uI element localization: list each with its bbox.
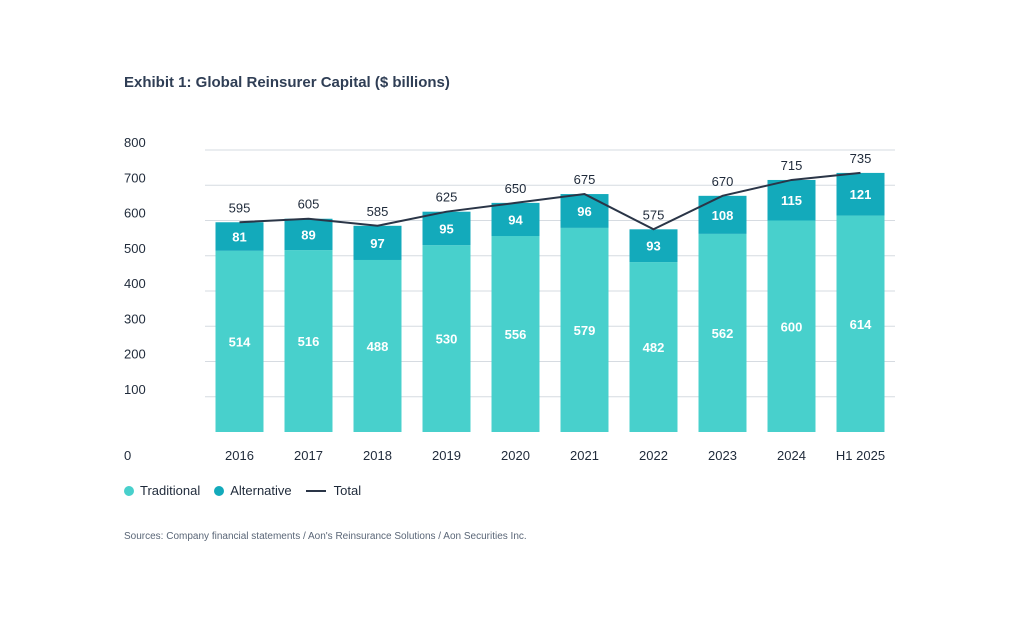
x-tick-label: 2020 — [501, 448, 530, 463]
data-label-traditional: 556 — [505, 327, 527, 342]
data-label-total: 585 — [367, 204, 389, 219]
y-tick-label: 400 — [124, 276, 146, 291]
data-label-total: 605 — [298, 197, 320, 212]
bar-traditional — [353, 259, 402, 432]
data-label-total: 595 — [229, 200, 251, 215]
x-tick-label: 2024 — [777, 448, 806, 463]
data-label-total: 715 — [781, 158, 803, 173]
legend-item-alternative: Alternative — [214, 483, 292, 498]
data-label-total: 675 — [574, 172, 596, 187]
data-label-alternative: 94 — [508, 212, 523, 227]
bar-alternative — [491, 202, 540, 237]
bar-traditional — [422, 245, 471, 432]
source-note: Sources: Company financial statements / … — [124, 531, 527, 542]
x-tick-label: 2018 — [363, 448, 392, 463]
bar-alternative — [629, 229, 678, 263]
data-label-total: 650 — [505, 181, 527, 196]
data-label-traditional: 488 — [367, 339, 389, 354]
x-tick-label: 2019 — [432, 448, 461, 463]
y-tick-label: 600 — [124, 206, 146, 221]
bar-alternative — [353, 225, 402, 260]
bar-alternative — [560, 194, 609, 228]
data-label-total: 670 — [712, 174, 734, 189]
series-line-total — [239, 171, 861, 231]
x-tick-label: 2023 — [708, 448, 737, 463]
bar-alternative — [836, 172, 885, 216]
y-tick-label: 700 — [124, 170, 146, 185]
bar-alternative — [215, 222, 264, 251]
legend-swatch-traditional — [124, 485, 134, 496]
legend-label-alternative: Alternative — [230, 483, 292, 498]
data-label-total: 735 — [850, 151, 872, 166]
bar-alternative — [698, 195, 747, 234]
chart-title: Exhibit 1: Global Reinsurer Capital ($ b… — [124, 74, 450, 91]
bar-alternative — [284, 218, 333, 251]
bar-traditional — [491, 236, 540, 432]
data-label-alternative: 115 — [781, 193, 802, 208]
y-tick-label: 300 — [124, 311, 146, 326]
data-label-traditional: 514 — [229, 334, 251, 349]
legend-swatch-total — [305, 489, 326, 492]
data-label-alternative: 97 — [370, 236, 384, 251]
chart-legend: Traditional Alternative Total — [124, 483, 375, 498]
data-label-alternative: 81 — [232, 230, 246, 245]
legend-label-total: Total — [333, 483, 362, 498]
y-tick-label: 800 — [124, 135, 146, 150]
legend-swatch-alternative — [214, 485, 225, 496]
data-label-alternative: 93 — [646, 239, 660, 254]
bar-traditional — [215, 250, 264, 432]
bar-traditional — [767, 220, 816, 432]
bar-traditional — [284, 250, 333, 432]
legend-item-total: Total — [305, 483, 362, 498]
data-label-traditional: 482 — [643, 340, 665, 355]
data-label-traditional: 579 — [574, 323, 596, 338]
legend-item-traditional: Traditional — [124, 483, 200, 498]
data-label-total: 575 — [643, 207, 665, 222]
bar-traditional — [629, 262, 678, 432]
bar-alternative — [422, 211, 471, 246]
data-label-alternative: 95 — [439, 221, 453, 236]
x-tick-label: 2021 — [570, 448, 599, 463]
x-tick-label: H1 2025 — [836, 448, 885, 463]
legend-label-traditional: Traditional — [140, 483, 201, 498]
data-label-alternative: 121 — [850, 187, 872, 202]
x-tick-label: 2022 — [639, 448, 668, 463]
bar-traditional — [836, 215, 885, 432]
bar-traditional — [560, 227, 609, 432]
data-label-traditional: 562 — [712, 326, 734, 341]
x-tick-label: 2016 — [225, 448, 254, 463]
data-label-alternative: 108 — [712, 208, 734, 223]
data-label-traditional: 600 — [781, 319, 803, 334]
y-tick-label: 500 — [124, 241, 146, 256]
x-tick-label: 2017 — [294, 448, 323, 463]
data-label-alternative: 89 — [301, 227, 315, 242]
bar-traditional — [698, 233, 747, 432]
y-tick-label: 0 — [124, 448, 131, 463]
y-tick-label: 100 — [124, 382, 146, 397]
y-tick-label: 200 — [124, 347, 146, 362]
data-label-traditional: 516 — [298, 334, 320, 349]
data-label-total: 625 — [436, 190, 458, 205]
data-label-alternative: 96 — [577, 204, 591, 219]
bar-alternative — [767, 179, 816, 221]
data-label-traditional: 614 — [850, 317, 872, 332]
data-label-traditional: 530 — [436, 332, 458, 347]
